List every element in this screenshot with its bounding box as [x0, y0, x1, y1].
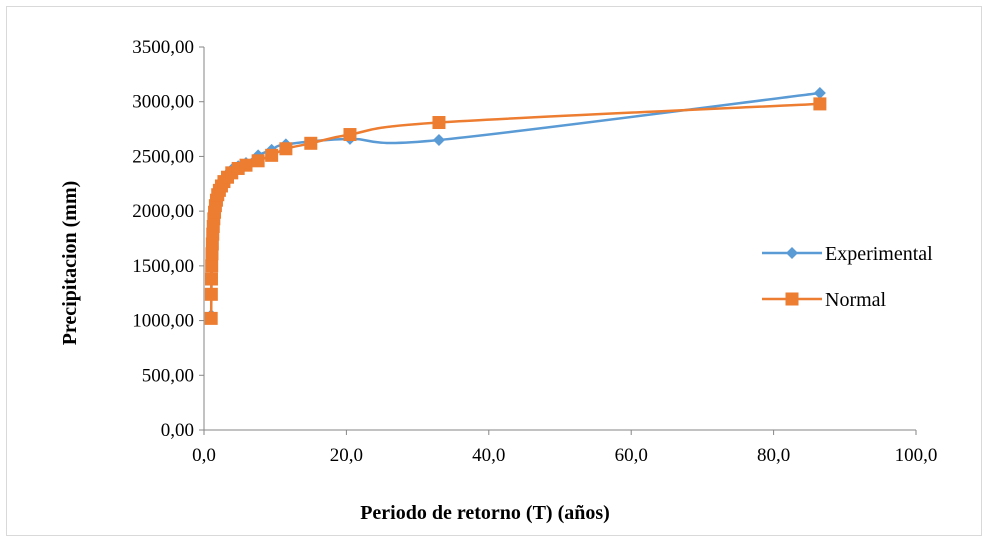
x-tick-label: 20,0 [330, 445, 363, 466]
data-point-normal [343, 128, 357, 142]
data-point-normal [204, 311, 218, 325]
x-tick-label: 80,0 [757, 445, 790, 466]
y-tick-label: 1500,00 [132, 256, 194, 277]
x-tick-label: 100,0 [895, 445, 938, 466]
series-line-normal [209, 102, 820, 319]
data-point-normal [204, 272, 218, 286]
legend-item-normal: Normal [762, 289, 887, 311]
series-experimental [205, 86, 826, 322]
data-point-normal [265, 148, 279, 162]
x-tick-label: 60,0 [615, 445, 648, 466]
axes-layer: 0,00 500,00 1000,00 1500,00 2000,00 2500,00 30… [132, 37, 937, 466]
y-tick-label: 3000,00 [132, 92, 194, 113]
data-point-normal [813, 97, 827, 111]
legend-swatch-marker [786, 247, 798, 259]
data-point-normal [204, 287, 218, 301]
y-tick-label: 1000,00 [132, 311, 194, 332]
data-point-normal [239, 158, 253, 172]
data-point-normal [304, 136, 318, 150]
y-tick-label: 2500,00 [132, 146, 194, 167]
data-point-experimental [432, 134, 445, 147]
legend-swatch-marker [785, 292, 799, 306]
y-axis-title: Precipitacion (mm) [59, 181, 81, 346]
y-tick-label: 2000,00 [132, 201, 194, 222]
data-point-normal [432, 116, 446, 130]
legend: Experimental Normal [762, 243, 933, 311]
y-tick-label: 0,00 [161, 420, 194, 441]
y-tick-label: 3500,00 [132, 37, 194, 58]
series-normal [204, 97, 827, 325]
x-tick-label: 0,0 [192, 445, 216, 466]
x-tick-label: 40,0 [472, 445, 505, 466]
series-layer [204, 86, 827, 325]
series-line-experimental [209, 91, 821, 316]
legend-item-experimental: Experimental [762, 243, 933, 265]
x-axis-title: Periodo de retorno (T) (años) [360, 502, 610, 524]
legend-label: Experimental [825, 243, 933, 265]
data-point-normal [205, 247, 219, 261]
data-point-normal [251, 154, 265, 168]
data-point-normal [279, 142, 293, 156]
data-point-normal [205, 237, 219, 251]
data-point-experimental [813, 86, 826, 99]
data-point-normal [205, 259, 219, 273]
y-tick-label: 500,00 [142, 365, 194, 386]
legend-label: Normal [825, 289, 887, 311]
